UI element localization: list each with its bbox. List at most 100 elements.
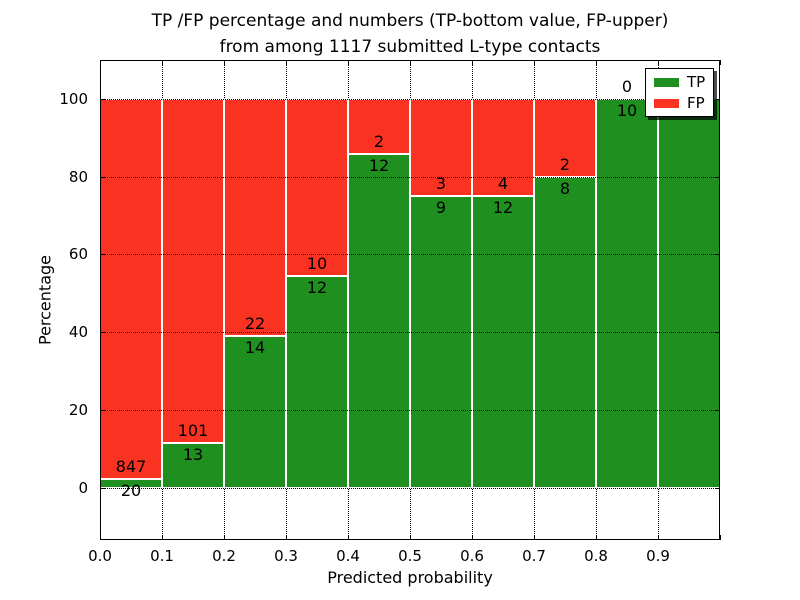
x-tick-mark: [410, 535, 411, 540]
x-tick-label: 0.8: [584, 547, 608, 565]
fp-count-label: 101: [177, 421, 209, 441]
x-tick-mark: [534, 535, 535, 540]
vertical-gridline-overlay: [224, 98, 225, 488]
vertical-gridline-overlay: [286, 98, 287, 488]
x-tick-label: 0.4: [336, 547, 360, 565]
vertical-gridline-overlay: [658, 98, 659, 488]
x-tick-label: 0.9: [646, 547, 670, 565]
legend: TP FP: [645, 68, 715, 117]
fp-swatch-icon: [654, 98, 679, 108]
tp-bar-segment: [286, 275, 348, 488]
y-tick-mark: [100, 176, 105, 178]
fp-count-label: 847: [115, 456, 147, 476]
legend-item-fp: FP: [654, 94, 705, 112]
horizontal-gridline: [100, 98, 720, 100]
tp-count-label: 14: [244, 338, 266, 358]
fp-bar-segment: [534, 98, 596, 177]
y-tick-mark-right: [715, 487, 720, 489]
x-tick-mark-top: [720, 60, 721, 65]
horizontal-gridline: [100, 176, 720, 178]
tp-count-label: 20: [120, 480, 142, 500]
tp-count-label: 13: [182, 445, 204, 465]
x-tick-mark-top: [162, 60, 163, 65]
x-tick-label: 0.2: [212, 547, 236, 565]
x-tick-mark-top: [472, 60, 473, 65]
y-tick-label: 40: [68, 323, 88, 342]
tp-count-label: 9: [435, 198, 447, 218]
vertical-gridline-overlay: [534, 98, 535, 488]
y-tick-label: 100: [59, 89, 88, 108]
y-tick-mark-right: [715, 332, 720, 334]
x-tick-label: 0.1: [150, 547, 174, 565]
chart-title-line2: from among 1117 submitted L-type contact…: [219, 37, 601, 57]
x-tick-label: 0.7: [522, 547, 546, 565]
x-tick-label: 0.3: [274, 547, 298, 565]
x-tick-mark-top: [224, 60, 225, 65]
x-tick-mark: [348, 535, 349, 540]
y-tick-mark: [100, 254, 105, 256]
chart-title: TP /FP percentage and numbers (TP-bottom…: [100, 8, 720, 60]
chart-title-line1: TP /FP percentage and numbers (TP-bottom…: [151, 11, 669, 31]
y-tick-label: 60: [68, 245, 88, 264]
fp-bar-segment: [224, 98, 286, 337]
tp-count-label: 12: [368, 156, 390, 176]
legend-item-tp: TP: [654, 75, 705, 90]
horizontal-gridline: [100, 254, 720, 256]
y-tick-label: 0: [78, 478, 88, 497]
x-tick-mark-top: [596, 60, 597, 65]
y-tick-label: 20: [68, 400, 88, 419]
x-tick-mark: [162, 535, 163, 540]
x-tick-mark: [100, 535, 101, 540]
y-tick-mark: [100, 98, 105, 100]
vertical-gridline-overlay: [410, 98, 411, 488]
tp-bar-segment: [472, 196, 534, 488]
tp-bar-segment: [224, 336, 286, 488]
fp-count-label: 22: [244, 314, 266, 334]
x-tick-mark: [472, 535, 473, 540]
x-axis-label: Predicted probability: [327, 568, 493, 587]
y-tick-mark: [100, 487, 105, 489]
fp-bar-segment: [348, 98, 410, 155]
y-tick-label: 80: [68, 167, 88, 186]
tp-bar-segment: [596, 98, 658, 488]
x-tick-mark-top: [658, 60, 659, 65]
x-tick-mark: [658, 535, 659, 540]
x-tick-label: 0.6: [460, 547, 484, 565]
fp-count-label: 2: [373, 132, 385, 152]
fp-bar-segment: [100, 98, 162, 479]
x-tick-mark-top: [348, 60, 349, 65]
y-tick-mark-right: [715, 98, 720, 100]
tp-count-label: 12: [306, 277, 328, 297]
x-tick-mark-top: [286, 60, 287, 65]
vertical-gridline-overlay: [472, 98, 473, 488]
y-tick-mark-right: [715, 409, 720, 411]
vertical-gridline-overlay: [348, 98, 349, 488]
x-tick-mark-top: [410, 60, 411, 65]
fp-count-label: 10: [306, 253, 328, 273]
tp-count-label: 12: [492, 198, 514, 218]
fp-count-label: 0: [621, 76, 633, 96]
fp-count-label: 3: [435, 174, 447, 194]
fp-bar-segment: [286, 98, 348, 276]
y-tick-mark: [100, 332, 105, 334]
vertical-gridline-overlay: [162, 98, 163, 488]
horizontal-gridline: [100, 487, 720, 489]
vertical-gridline-overlay: [596, 98, 597, 488]
tp-bar-segment: [348, 154, 410, 488]
fp-count-label: 2: [559, 154, 571, 174]
tp-bar-segment: [410, 196, 472, 488]
x-tick-label: 0.0: [88, 547, 112, 565]
tp-count-label: 8: [559, 178, 571, 198]
tp-bar-segment: [658, 98, 720, 488]
legend-item-label: FP: [687, 94, 705, 112]
horizontal-gridline: [100, 332, 720, 334]
x-tick-mark: [224, 535, 225, 540]
horizontal-gridline: [100, 409, 720, 411]
tp-bar-segment: [162, 443, 224, 488]
tp-count-label: 10: [616, 100, 638, 120]
x-tick-label: 0.5: [398, 547, 422, 565]
y-tick-mark-right: [715, 254, 720, 256]
fp-count-label: 4: [497, 174, 509, 194]
